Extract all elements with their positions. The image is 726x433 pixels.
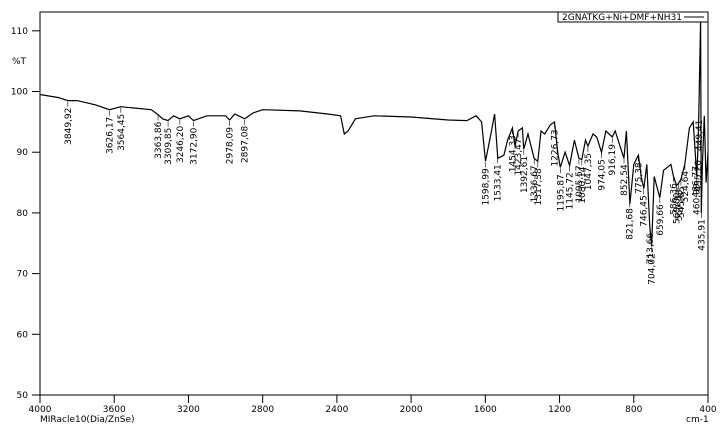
peak-label: 1145,72 — [566, 172, 576, 209]
legend-box — [557, 11, 709, 23]
y-tick-label: 70 — [17, 270, 29, 280]
x-tick-label: 2000 — [400, 405, 423, 415]
x-tick-label: 3200 — [177, 405, 200, 415]
peak-label: 1598,99 — [482, 168, 492, 205]
y-tick-label: 90 — [17, 148, 29, 158]
x-tick-label: 3600 — [103, 405, 126, 415]
peak-label: 2978,09 — [226, 127, 236, 164]
peak-label: 3564,45 — [117, 114, 127, 151]
peak-label: 775,38 — [634, 162, 644, 194]
peak-label: 1080,14 — [578, 166, 588, 203]
peak-label: 435,91 — [697, 219, 707, 251]
peak-label: 3172,90 — [189, 127, 199, 164]
y-axis-label: %T — [12, 57, 27, 67]
peak-label: 545,85 — [677, 186, 687, 218]
peak-label: 3626,17 — [105, 117, 115, 154]
peak-label: 852,54 — [620, 164, 630, 196]
spectrum-line — [39, 18, 709, 247]
x-axis-label: cm-1 — [686, 415, 709, 425]
peak-label: 3849,92 — [64, 108, 74, 145]
x-tick-label: 4000 — [29, 405, 52, 415]
peak-label: 1195,87 — [556, 174, 566, 211]
peak-label: 713,66 — [646, 233, 656, 265]
peak-label: 3309,85 — [164, 128, 174, 165]
x-tick-label: 1600 — [474, 405, 497, 415]
y-tick-label: 80 — [17, 209, 29, 219]
y-tick-label: 50 — [17, 391, 29, 401]
peak-label: 746,45 — [640, 195, 650, 227]
peak-label: 460,99 — [693, 183, 703, 215]
peak-label: 1336,67 — [530, 165, 540, 202]
peak-label: 821,68 — [626, 208, 636, 240]
peak-label: 569,00 — [673, 192, 683, 224]
peak-label: 1095,57 — [575, 165, 585, 202]
x-tick-label: 800 — [625, 405, 642, 415]
peak-label: 659,66 — [656, 204, 666, 236]
peak-label: 1423,47 — [514, 138, 524, 175]
peak-label: 2897,08 — [241, 126, 251, 163]
peak-label: 974,05 — [597, 159, 607, 191]
peak-label: 449,41 — [695, 120, 705, 151]
peak-label: 704,02 — [648, 253, 658, 285]
peak-label: 557,43 — [675, 190, 685, 222]
x-tick-label: 2400 — [325, 405, 348, 415]
peak-label: 1454,33 — [508, 135, 518, 172]
peak-label: 586,36 — [669, 183, 679, 215]
peak-label: 1392,61 — [520, 156, 530, 193]
peak-label: 3246,20 — [176, 126, 186, 163]
peak-label: 455,20 — [694, 160, 704, 192]
instrument-label: MIRacle10(Dia/ZnSe) — [40, 415, 135, 425]
plot-frame — [39, 11, 709, 396]
x-tick-label: 2800 — [251, 405, 274, 415]
y-tick-label: 100 — [11, 88, 28, 98]
y-tick-label: 110 — [11, 27, 28, 37]
peak-label: 1317,38 — [534, 168, 544, 205]
x-tick-label: 400 — [699, 405, 716, 415]
peak-label: 1226,73 — [551, 129, 561, 166]
legend-label: 2GNATKG+Ni+DMF+NH31 — [562, 13, 682, 23]
y-tick-label: 60 — [17, 330, 29, 340]
peak-label: 1533,41 — [494, 164, 504, 201]
peak-label: 916,19 — [608, 144, 618, 176]
peak-label: 1047,35 — [584, 153, 594, 190]
peak-label: 524,64 — [681, 171, 691, 203]
peak-label: 3363,86 — [154, 121, 164, 158]
x-tick-label: 1200 — [548, 405, 571, 415]
